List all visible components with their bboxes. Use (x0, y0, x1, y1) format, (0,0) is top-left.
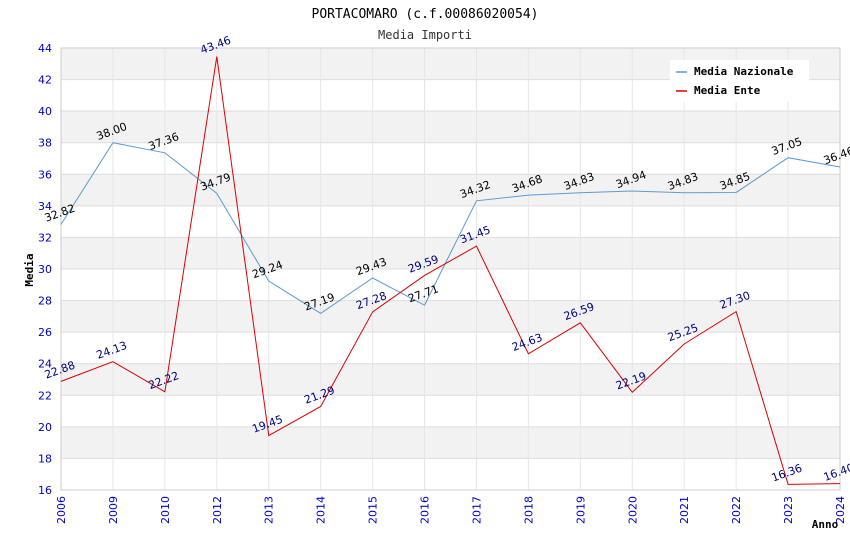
y-axis-ticks: 16 18 20 22 24 26 28 30 32 34 36 38 40 42 44 (38, 42, 52, 497)
y-tick-label: 28 (38, 295, 52, 308)
grid-lines (60, 47, 841, 491)
x-tick-label: 2024 (834, 496, 847, 524)
y-axis-label: Media (23, 253, 36, 286)
y-tick-label: 34 (38, 200, 52, 213)
x-tick-label: 2009 (107, 496, 120, 524)
plot-band (61, 111, 840, 143)
x-tick-label: 2016 (419, 496, 432, 524)
plot-band (61, 426, 840, 459)
legend-label-ente: Media Ente (694, 84, 761, 97)
y-tick-label: 40 (38, 105, 52, 118)
y-tick-label: 44 (38, 42, 52, 55)
x-axis-ticks: 2006 2009 2010 2012 2013 2014 2015 2016 2017 2018… (55, 496, 847, 524)
y-tick-label: 42 (38, 74, 52, 87)
x-tick-label: 2017 (470, 496, 483, 524)
x-tick-label: 2012 (211, 496, 224, 524)
series-lines (60, 56, 841, 485)
x-tick-label: 2013 (263, 496, 276, 524)
x-tick-label: 2015 (367, 496, 380, 524)
chart-subtitle: Media Importi (378, 28, 472, 42)
legend: Media Nazionale Media Ente (670, 60, 809, 102)
y-tick-label: 20 (38, 421, 52, 434)
legend-box (670, 60, 809, 102)
x-tick-label: 2019 (574, 496, 587, 524)
plot-band (61, 332, 840, 364)
x-tick-label: 2021 (678, 496, 691, 524)
y-tick-label: 16 (38, 484, 52, 497)
plot-band (61, 174, 840, 206)
y-tick-label: 32 (38, 231, 52, 244)
y-tick-label: 26 (38, 326, 52, 339)
plot-band (61, 458, 840, 490)
plot-band (61, 269, 840, 301)
x-tick-label: 2023 (782, 496, 795, 524)
plot-border (60, 47, 841, 491)
plot-band (61, 300, 840, 333)
y-tick-label: 22 (38, 389, 52, 402)
x-tick-label: 2006 (55, 496, 68, 524)
legend-label-nazionale: Media Nazionale (694, 65, 794, 78)
y-tick-label: 30 (38, 263, 52, 276)
plot-band (61, 395, 840, 427)
y-tick-label: 24 (38, 358, 52, 371)
plot-band (61, 363, 840, 396)
y-tick-label: 18 (38, 452, 52, 465)
x-tick-label: 2018 (522, 496, 535, 524)
series-line-0 (60, 142, 841, 314)
chart-title: PORTACOMARO (c.f.00086020054) (312, 7, 539, 22)
x-tick-label: 2020 (626, 496, 639, 524)
x-tick-label: 2010 (159, 496, 172, 524)
y-tick-label: 38 (38, 137, 52, 150)
plot-band (61, 142, 840, 175)
x-axis-label: Anno (812, 518, 839, 531)
x-tick-label: 2014 (315, 496, 328, 524)
x-tick-label: 2022 (730, 496, 743, 524)
series-line-1 (60, 56, 841, 485)
plot-band (61, 205, 840, 238)
y-tick-label: 36 (38, 168, 52, 181)
